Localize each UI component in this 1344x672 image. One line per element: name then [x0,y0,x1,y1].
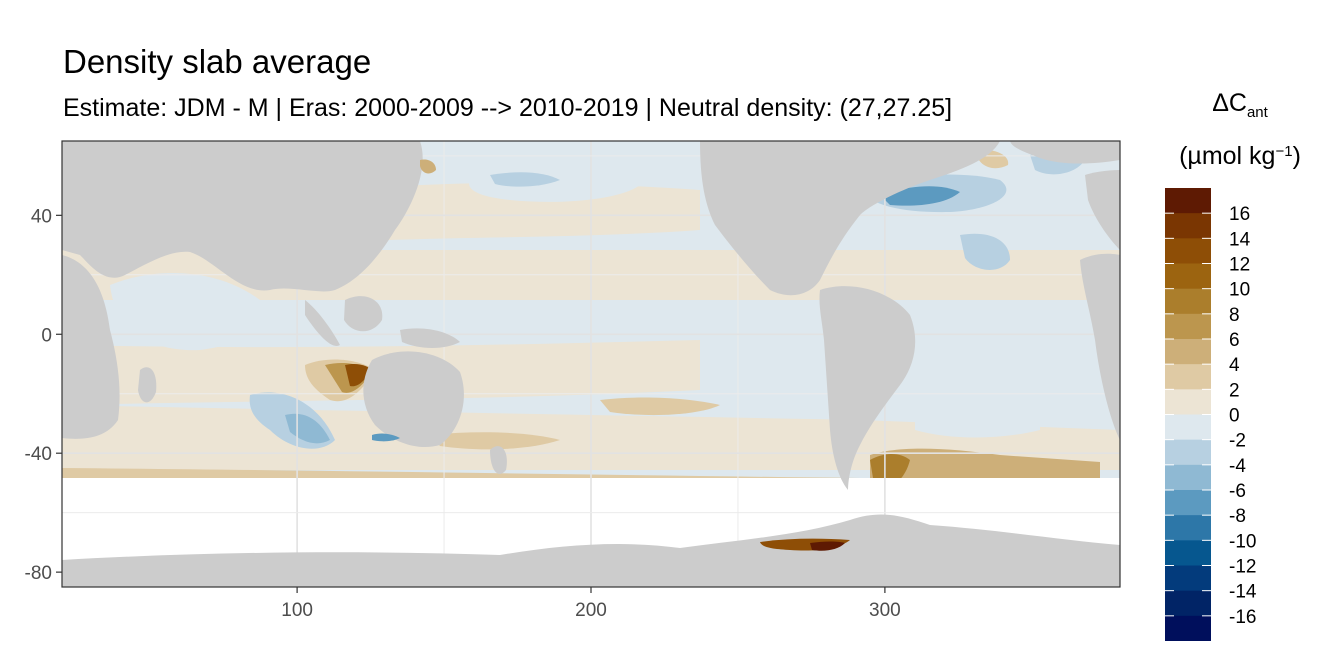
field-anomaly [960,233,1010,270]
legend-label: 8 [1229,305,1240,326]
legend-swatch [1165,364,1211,390]
field-anomaly-top [372,433,400,442]
legend-label: -4 [1229,456,1246,477]
legend-label: 16 [1229,204,1250,225]
colorbar-legend: 16 14 12 10 8 6 4 2 0 -2 -4 -6 -8 -10 -12 -14 -16 [1165,188,1257,641]
chart-subtitle: Estimate: JDM - M | Eras: 2000-2009 --> … [63,94,953,122]
land-masks [62,141,1120,587]
land-greenland [1010,141,1120,164]
legend-label: -8 [1229,506,1246,527]
land-antarctica [62,514,1120,587]
legend-title-symbol: ΔC [1212,89,1247,117]
x-tick-label: 100 [281,600,313,621]
legend-label: -12 [1229,557,1256,578]
field-anomalies [110,142,1100,491]
legend-label: 4 [1229,355,1240,376]
y-tick-label: 40 [31,206,52,227]
field-anomaly-top [420,159,436,174]
legend-title-subscript: ant [1246,104,1268,121]
legend-label: -10 [1229,531,1256,552]
legend-label: 6 [1229,330,1240,351]
legend-unit-prefix: (µmol kg [1179,142,1276,170]
legend-label: 12 [1229,255,1250,276]
legend-swatch [1165,213,1211,239]
chart-title: Density slab average [63,43,372,80]
legend-swatch [1165,238,1211,264]
land-north-america [700,141,1000,296]
y-axis: 40 0 -40 -80 [25,206,62,584]
field-anomaly-top [810,541,845,551]
field-anomaly [430,432,560,450]
legend-title-unit: (µmol kg−1) [1150,137,1330,171]
field-anomaly [285,413,330,444]
legend-swatch [1165,414,1211,441]
field-band [62,448,450,463]
y-tick-label: -80 [25,563,52,584]
legend-title-variable: ΔCant [1150,88,1330,128]
legend-swatch [1165,188,1211,214]
x-tick-label: 300 [869,600,901,621]
legend-label: -6 [1229,481,1246,502]
legend-swatch [1165,313,1211,340]
field-anomaly [345,363,372,387]
legend-swatch [1165,540,1211,566]
legend-label: 10 [1229,280,1250,301]
legend-unit-superscript: −1 [1275,143,1293,160]
legend-swatch [1165,590,1211,617]
legend-swatch [1165,339,1211,365]
field-anomalies-top [372,159,850,551]
legend-swatch [1165,464,1211,491]
field-anomaly [110,273,262,351]
legend-swatch [1165,515,1211,541]
land-australia [363,351,464,448]
field-anomaly [600,397,720,416]
y-tick-label: -40 [25,444,52,465]
x-tick-label: 200 [575,600,607,621]
legend-swatch [1165,615,1211,641]
legend-swatch [1165,439,1211,466]
legend-swatch [1165,389,1211,415]
land-south-america [819,286,916,490]
y-tick-label: 0 [41,325,52,346]
land-africa [62,255,120,439]
land-eurasia [62,141,423,292]
land-europe-north [1085,170,1120,250]
land-newguinea [400,328,460,348]
legend-label: -14 [1229,582,1257,603]
field-anomaly [490,172,560,187]
legend-label: 2 [1229,380,1240,401]
land-borneo [344,296,383,332]
x-axis: 100 200 300 [281,587,901,621]
legend-label: 0 [1229,406,1240,427]
legend-swatch [1165,263,1211,290]
field-anomaly [915,384,1040,438]
legend-swatch [1165,490,1211,516]
land-africa-east [1080,253,1120,440]
legend-swatch [1165,565,1211,592]
land-madagascar [138,367,157,403]
field-anomaly [870,448,1100,481]
legend-label: -16 [1229,607,1256,628]
land-newzealand [490,446,507,474]
legend-label: 14 [1229,229,1251,250]
legend-label: -2 [1229,431,1246,452]
map-panel [62,141,1120,587]
legend-unit-suffix: ) [1292,142,1301,170]
land-sumatra [305,300,340,346]
legend-swatch [1165,288,1211,315]
